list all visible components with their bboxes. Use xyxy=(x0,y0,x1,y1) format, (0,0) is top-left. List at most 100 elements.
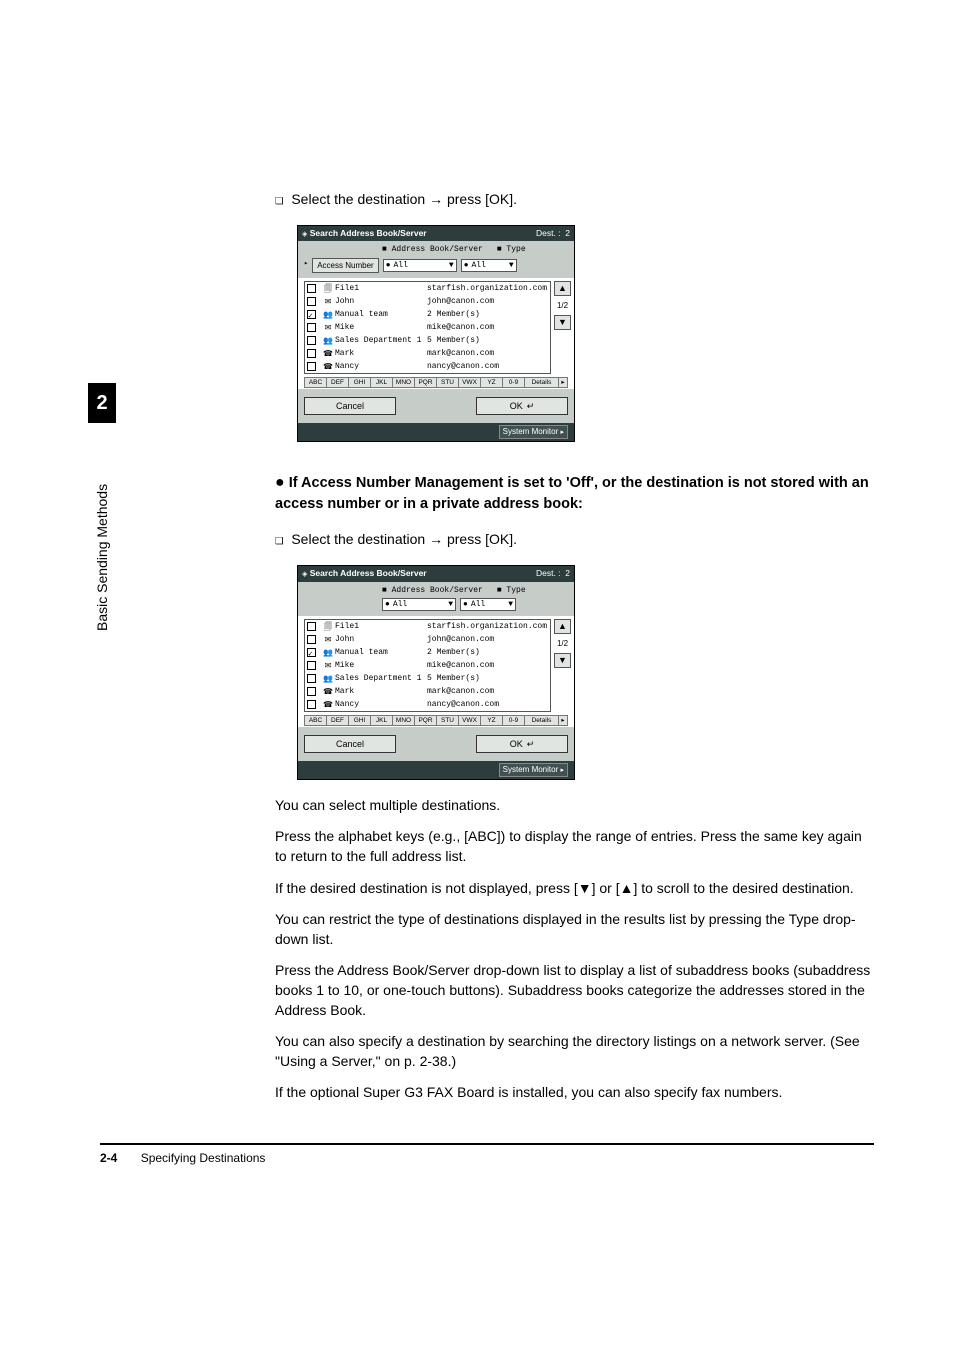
chapter-tab: 2 Basic Sending Methods xyxy=(88,383,116,639)
alpha-key[interactable]: JKL xyxy=(370,715,392,726)
book-server-label: ■ Address Book/Server xyxy=(382,244,483,255)
checkbox-icon[interactable] xyxy=(307,635,316,644)
type-icon: 🗐 xyxy=(321,621,335,632)
details-next-icon[interactable]: ▸ xyxy=(558,377,568,388)
alpha-key[interactable]: VWX xyxy=(458,377,480,388)
list-item[interactable]: 👥Sales Department 15 Member(s) xyxy=(305,334,550,347)
type-dropdown[interactable]: ●All▼ xyxy=(461,259,517,272)
checkbox-icon[interactable] xyxy=(307,284,316,293)
details-button[interactable]: Details xyxy=(524,377,558,388)
list-item[interactable]: ✉Mikemike@canon.com xyxy=(305,659,550,672)
scroll-up-button[interactable]: ▲ xyxy=(554,281,571,296)
list-item[interactable]: 🗐File1starfish.organization.com xyxy=(305,620,550,633)
alpha-key[interactable]: MNO xyxy=(392,715,414,726)
panel-title: ◈ Search Address Book/Server xyxy=(302,568,427,580)
paragraph: Press the Address Book/Server drop-down … xyxy=(275,961,874,1020)
ok-button[interactable]: OK↵ xyxy=(476,735,568,753)
type-icon: 🗐 xyxy=(321,283,335,294)
main-content: ❏ Select the destination → press [OK]. ◈… xyxy=(275,190,874,1103)
list-item[interactable]: ✓👥Manual team2 Member(s) xyxy=(305,308,550,321)
checkbox-icon[interactable] xyxy=(307,674,316,683)
list-item[interactable]: ✓👥Manual team2 Member(s) xyxy=(305,646,550,659)
checkbox-icon[interactable] xyxy=(307,323,316,332)
checkbox-icon[interactable] xyxy=(307,687,316,696)
scroll-down-button[interactable]: ▼ xyxy=(554,315,571,330)
bullet-icon: ● xyxy=(275,474,285,491)
alpha-key[interactable]: GHI xyxy=(348,715,370,726)
page-indicator: 1/2 xyxy=(557,638,568,649)
type-icon: ☎ xyxy=(321,361,335,372)
cancel-button[interactable]: Cancel xyxy=(304,397,396,415)
list-item[interactable]: ✉Mikemike@canon.com xyxy=(305,321,550,334)
list-item[interactable]: 🗐File1starfish.organization.com xyxy=(305,282,550,295)
book-server-dropdown[interactable]: ●All▼ xyxy=(383,259,457,272)
type-icon: ☎ xyxy=(321,699,335,710)
alpha-key[interactable]: 0-9 xyxy=(502,377,524,388)
list-item[interactable]: ✉Johnjohn@canon.com xyxy=(305,633,550,646)
list-item[interactable]: 👥Sales Department 15 Member(s) xyxy=(305,672,550,685)
list-item[interactable]: ☎Nancynancy@canon.com xyxy=(305,360,550,373)
list-item[interactable]: ☎Markmark@canon.com xyxy=(305,347,550,360)
alpha-key[interactable]: STU xyxy=(436,377,458,388)
item-name: Manual team xyxy=(335,309,427,320)
checkbox-icon[interactable] xyxy=(307,297,316,306)
list-item[interactable]: ☎Markmark@canon.com xyxy=(305,685,550,698)
alpha-key[interactable]: PQR xyxy=(414,715,436,726)
checkbox-icon[interactable] xyxy=(307,336,316,345)
list-item[interactable]: ☎Nancynancy@canon.com xyxy=(305,698,550,711)
checkbox-bullet-icon: ❏ xyxy=(275,532,283,548)
alpha-key[interactable]: MNO xyxy=(392,377,414,388)
item-detail: nancy@canon.com xyxy=(427,361,548,372)
system-monitor-button[interactable]: System Monitor ▸ xyxy=(499,763,568,777)
type-icon: 👥 xyxy=(321,309,335,320)
details-button[interactable]: Details xyxy=(524,715,558,726)
alpha-key[interactable]: JKL xyxy=(370,377,392,388)
scroll-down-button[interactable]: ▼ xyxy=(554,653,571,668)
forward-arrow-icon: ▸ xyxy=(304,260,308,270)
alpha-key[interactable]: GHI xyxy=(348,377,370,388)
list-item[interactable]: ✉Johnjohn@canon.com xyxy=(305,295,550,308)
checkbox-icon[interactable]: ✓ xyxy=(307,648,316,657)
type-dropdown[interactable]: ●All▼ xyxy=(460,598,516,611)
checkbox-icon[interactable] xyxy=(307,622,316,631)
checkbox-icon[interactable] xyxy=(307,349,316,358)
alpha-key[interactable]: YZ xyxy=(480,715,502,726)
item-name: Nancy xyxy=(335,361,427,372)
item-detail: mark@canon.com xyxy=(427,686,548,697)
checkbox-icon[interactable] xyxy=(307,661,316,670)
item-name: File1 xyxy=(335,283,427,294)
paragraph: Press the alphabet keys (e.g., [ABC]) to… xyxy=(275,827,874,866)
checkbox-icon[interactable] xyxy=(307,362,316,371)
book-server-dropdown[interactable]: ●All▼ xyxy=(382,598,456,611)
type-label: ■ Type xyxy=(497,244,526,255)
alpha-key[interactable]: VWX xyxy=(458,715,480,726)
page-indicator: 1/2 xyxy=(557,300,568,311)
paragraph: If the optional Super G3 FAX Board is in… xyxy=(275,1083,874,1103)
paragraph: You can also specify a destination by se… xyxy=(275,1032,874,1071)
address-list: 🗐File1starfish.organization.com✉Johnjohn… xyxy=(304,619,551,712)
details-next-icon[interactable]: ▸ xyxy=(558,715,568,726)
alpha-key[interactable]: ABC xyxy=(304,377,326,388)
alphabet-bar: ABCDEFGHIJKLMNOPQRSTUVWXYZ0-9Details▸ xyxy=(298,377,574,389)
alpha-key[interactable]: 0-9 xyxy=(502,715,524,726)
ok-button[interactable]: OK↵ xyxy=(476,397,568,415)
access-number-button[interactable]: Access Number xyxy=(312,258,378,273)
type-icon: 👥 xyxy=(321,673,335,684)
alpha-key[interactable]: YZ xyxy=(480,377,502,388)
checkbox-icon[interactable] xyxy=(307,700,316,709)
checkbox-icon[interactable]: ✓ xyxy=(307,310,316,319)
item-name: Nancy xyxy=(335,699,427,710)
alpha-key[interactable]: DEF xyxy=(326,377,348,388)
alpha-key[interactable]: DEF xyxy=(326,715,348,726)
chapter-number: 2 xyxy=(88,383,116,423)
subheading: ● If Access Number Management is set to … xyxy=(275,472,874,515)
scroll-up-button[interactable]: ▲ xyxy=(554,619,571,634)
alpha-key[interactable]: ABC xyxy=(304,715,326,726)
system-monitor-button[interactable]: System Monitor ▸ xyxy=(499,425,568,439)
alpha-key[interactable]: STU xyxy=(436,715,458,726)
footer-rule xyxy=(100,1143,874,1145)
checkbox-bullet-icon: ❏ xyxy=(275,192,283,208)
address-list: 🗐File1starfish.organization.com✉Johnjohn… xyxy=(304,281,551,374)
cancel-button[interactable]: Cancel xyxy=(304,735,396,753)
alpha-key[interactable]: PQR xyxy=(414,377,436,388)
